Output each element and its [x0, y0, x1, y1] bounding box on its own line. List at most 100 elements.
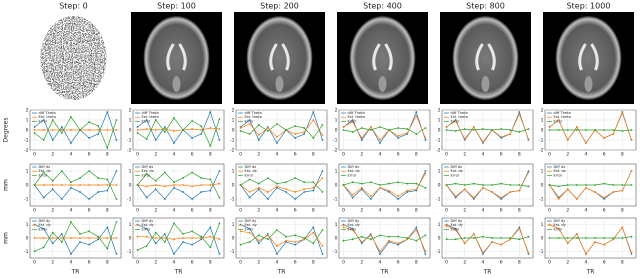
y-tick-label: 0	[541, 236, 544, 242]
y-tick-label: -1	[539, 249, 544, 255]
point	[575, 184, 578, 186]
legend-label: Error	[245, 119, 254, 123]
point	[182, 241, 184, 243]
series-line	[137, 171, 220, 198]
x-tick-label: 6	[603, 152, 606, 158]
point	[406, 182, 409, 185]
point	[482, 186, 484, 189]
point	[163, 233, 166, 235]
point	[239, 230, 242, 233]
point	[209, 235, 212, 238]
y-tick-label: 0	[335, 128, 338, 134]
x-tick-label: 2	[257, 208, 260, 214]
point	[294, 191, 297, 193]
point	[500, 128, 503, 130]
point	[51, 139, 54, 141]
point	[248, 178, 251, 181]
series-line	[446, 183, 529, 187]
legend-label: Est. theta	[245, 115, 262, 119]
y-tick-label: -2	[127, 148, 132, 154]
point	[106, 178, 109, 181]
x-tick-label: 4	[585, 152, 588, 158]
point	[585, 184, 587, 186]
y-axis-label: mm	[3, 232, 10, 244]
series-line	[446, 224, 529, 255]
point	[630, 170, 633, 172]
point	[463, 188, 466, 191]
point	[527, 171, 530, 174]
point	[630, 235, 633, 238]
point	[239, 130, 242, 132]
point	[527, 235, 530, 238]
point	[463, 242, 466, 245]
series-line	[549, 170, 632, 200]
point	[351, 193, 354, 196]
x-tick-label: 2	[463, 152, 466, 158]
point	[500, 243, 503, 246]
point	[491, 191, 493, 193]
point	[42, 139, 45, 141]
y-tick-label: -1	[436, 138, 441, 144]
point	[257, 188, 260, 191]
y-tick-label: 0	[26, 128, 29, 134]
point	[97, 125, 100, 127]
point	[42, 227, 45, 230]
x-tick-label: 4	[70, 208, 73, 214]
series-line	[137, 224, 220, 255]
point	[266, 177, 269, 179]
point	[603, 182, 606, 185]
point	[454, 227, 457, 230]
y-tick-label: 1	[335, 222, 338, 228]
point	[603, 137, 606, 139]
x-tick-label: 0	[548, 260, 551, 266]
y-tick-label: 0	[26, 183, 29, 189]
point	[612, 133, 615, 135]
point	[248, 119, 251, 121]
point	[106, 111, 109, 113]
x-tick-label: 6	[500, 208, 503, 214]
x-tick-label: 6	[397, 208, 400, 214]
head	[452, 16, 519, 100]
point	[509, 191, 512, 193]
x-tick-label: 4	[379, 208, 382, 214]
point	[33, 126, 36, 128]
point	[303, 191, 306, 193]
point	[266, 234, 269, 237]
point	[163, 185, 166, 188]
x-tick-label: 0	[136, 260, 139, 266]
point	[630, 253, 633, 255]
x-tick-label: 8	[415, 208, 418, 214]
legend-label: Diff dy	[142, 219, 155, 223]
point	[97, 191, 100, 193]
point	[312, 137, 315, 139]
point	[454, 238, 457, 241]
point	[154, 231, 157, 234]
legend-label: Est. dy	[554, 223, 567, 227]
point	[79, 177, 81, 179]
ventricles	[578, 43, 599, 71]
x-tick-label: 6	[294, 260, 297, 266]
y-tick-label: -2	[24, 148, 29, 154]
point	[79, 129, 81, 131]
point	[603, 243, 606, 246]
point	[88, 129, 91, 131]
series-line	[549, 129, 632, 132]
legend-label: Est. dy	[142, 223, 155, 227]
point	[276, 253, 278, 255]
point	[388, 189, 390, 192]
x-tick-label: 6	[88, 208, 91, 214]
legend-label: Diff dx	[142, 165, 155, 169]
point	[397, 135, 400, 137]
point	[548, 184, 551, 186]
y-tick-label: 2	[541, 108, 544, 114]
point	[42, 237, 45, 239]
point	[548, 126, 551, 128]
series-line	[240, 123, 323, 139]
point	[173, 117, 175, 119]
point	[351, 181, 354, 184]
point	[351, 196, 354, 199]
legend-label: Diff dy	[554, 219, 567, 223]
point	[321, 134, 324, 136]
point	[173, 142, 175, 144]
point	[154, 242, 157, 245]
